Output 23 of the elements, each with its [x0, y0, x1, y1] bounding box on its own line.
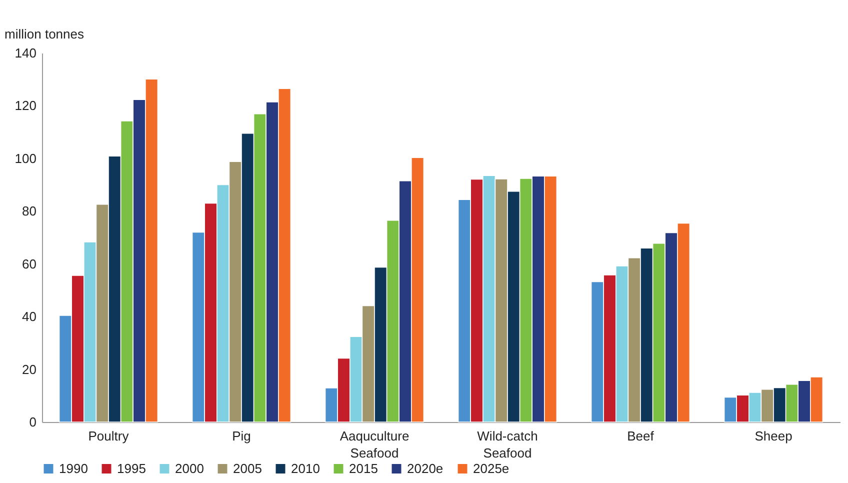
legend-label: 2020e	[407, 460, 444, 476]
legend-label: 2000	[175, 460, 204, 476]
y-tick-label: 80	[22, 204, 36, 219]
y-axis-title: million tonnes	[4, 26, 84, 42]
legend-label: 2010	[291, 460, 320, 476]
y-tick-label: 100	[14, 150, 36, 166]
legend-label: 2025e	[473, 460, 510, 476]
x-tick-label: Aaquculture Seafood	[340, 428, 410, 460]
legend-label: 2015	[349, 460, 378, 476]
x-tick-label: Beef	[627, 428, 654, 444]
x-tick-label: Wild-catch Seafood	[477, 428, 538, 460]
y-tick-label: 120	[14, 98, 36, 114]
legend-label: 2005	[233, 460, 262, 476]
y-tick-label: 40	[22, 309, 36, 324]
legend-label: 1990	[59, 460, 88, 476]
x-tick-label: Pig	[232, 428, 251, 444]
x-tick-label: Sheep	[754, 428, 792, 444]
y-tick-label: 20	[22, 362, 36, 377]
legend-label: 1995	[117, 460, 146, 476]
x-tick-label: Poultry	[88, 428, 130, 444]
y-tick-label: 60	[22, 256, 36, 272]
y-tick-label: 140	[14, 46, 36, 60]
y-tick-label: 0	[29, 414, 36, 430]
